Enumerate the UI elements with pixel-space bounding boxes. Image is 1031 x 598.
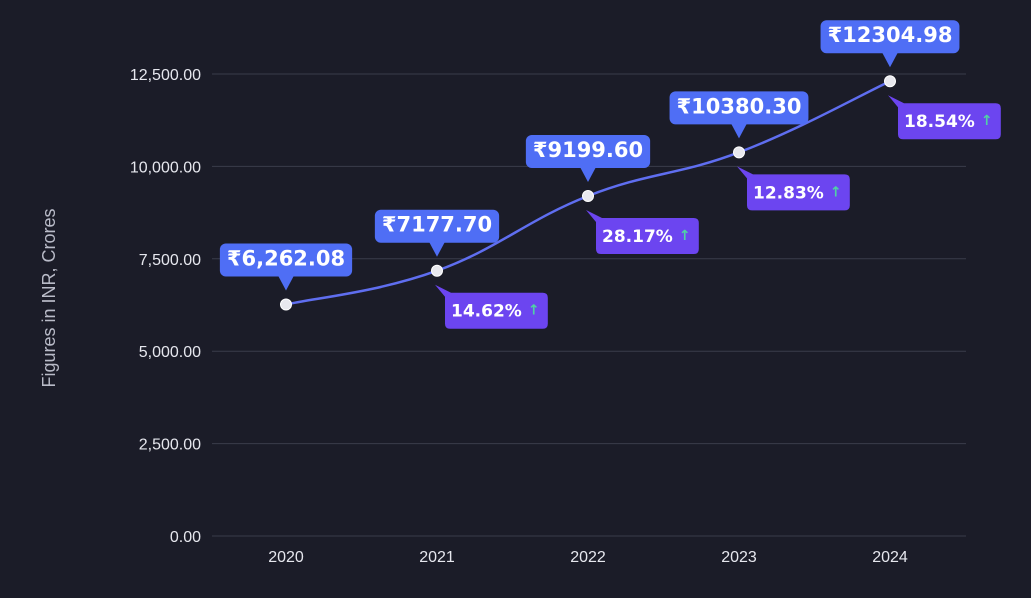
data-points — [280, 75, 896, 311]
value-label: ₹12304.98 — [820, 20, 960, 68]
x-tick-label: 2020 — [268, 549, 304, 566]
value-labels: ₹6,262.08 ₹7177.70 ₹9199.60 ₹10380.30 ₹12304… — [219, 20, 960, 291]
y-tick-label: 5,000.00 — [139, 344, 201, 361]
data-point — [431, 264, 443, 277]
growth-labels: 14.62% ↑ 28.17% ↑ 12.83% ↑ 18.54% ↑ — [435, 95, 1001, 329]
value-label-text: ₹9199.60 — [533, 138, 643, 162]
x-tick-label: 2022 — [570, 549, 606, 566]
growth-label: 12.83% ↑ — [737, 166, 850, 211]
value-label: ₹9199.60 — [525, 134, 651, 182]
data-point — [733, 146, 745, 159]
y-axis-ticks: 0.00 2,500.00 5,000.00 7,500.00 10,000.00 12,… — [130, 67, 201, 546]
y-tick-label: 2,500.00 — [139, 437, 201, 454]
value-label-box — [219, 243, 353, 277]
y-tick-label: 12,500.00 — [130, 67, 201, 84]
x-tick-label: 2024 — [872, 549, 908, 566]
value-label: ₹6,262.08 — [219, 243, 353, 291]
x-tick-label: 2023 — [721, 549, 757, 566]
value-label-text: ₹6,262.08 — [227, 247, 345, 271]
x-tick-label: 2021 — [419, 549, 455, 566]
y-tick-label: 10,000.00 — [130, 159, 201, 176]
value-label-text: ₹7177.70 — [382, 213, 492, 237]
growth-arrow-icon: ↑ — [679, 228, 691, 244]
data-point — [280, 298, 292, 311]
y-axis-label: Figures in INR, Crores — [39, 208, 59, 387]
value-label-text: ₹10380.30 — [677, 94, 802, 118]
value-label-box — [669, 91, 809, 125]
value-label-text: ₹12304.98 — [828, 23, 953, 47]
growth-label-text: 28.17% — [602, 227, 673, 247]
growth-label-text: 18.54% — [904, 112, 975, 132]
value-label-pointer — [278, 275, 294, 291]
y-tick-label: 7,500.00 — [139, 252, 201, 269]
growth-arrow-icon: ↑ — [528, 303, 540, 319]
value-label-pointer — [580, 166, 596, 182]
value-label-box — [525, 134, 651, 168]
growth-label: 28.17% ↑ — [586, 209, 699, 254]
value-label-pointer — [731, 123, 747, 139]
value-label: ₹10380.30 — [669, 91, 809, 139]
growth-label-box — [435, 284, 548, 329]
growth-label-box — [737, 166, 850, 211]
growth-label-text: 12.83% — [753, 183, 824, 203]
growth-label: 14.62% ↑ — [435, 284, 548, 329]
data-point — [884, 75, 896, 88]
growth-arrow-icon: ↑ — [830, 184, 842, 200]
value-label-pointer — [429, 241, 445, 257]
growth-label-text: 14.62% — [451, 302, 522, 322]
value-label-box — [374, 209, 500, 243]
growth-label-box — [586, 209, 699, 254]
data-point — [582, 189, 594, 202]
value-label: ₹7177.70 — [374, 209, 500, 257]
growth-arrow-icon: ↑ — [981, 113, 993, 129]
growth-label: 18.54% ↑ — [888, 95, 1001, 140]
x-axis-ticks: 2020 2021 2022 2023 2024 — [268, 549, 908, 566]
value-label-box — [820, 20, 960, 54]
value-label-pointer — [882, 52, 898, 68]
y-tick-label: 0.00 — [170, 529, 201, 546]
growth-label-box — [888, 95, 1001, 140]
